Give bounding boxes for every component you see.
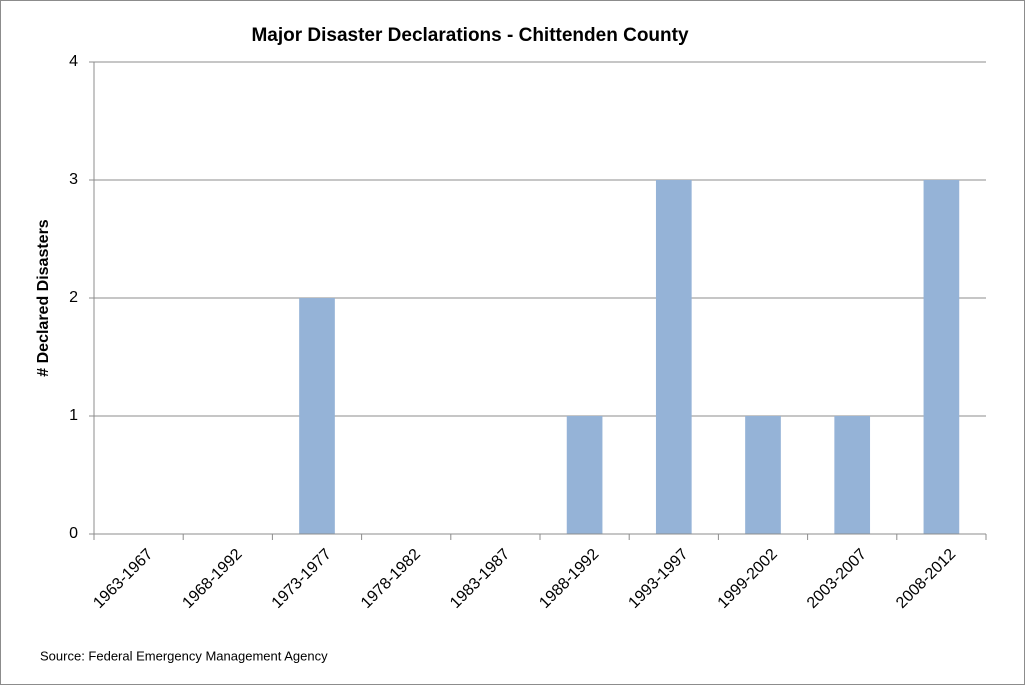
chart-title: Major Disaster Declarations - Chittenden… <box>251 25 689 46</box>
y-tick-label: 2 <box>69 289 78 306</box>
y-tick-label: 0 <box>69 525 78 542</box>
y-tick-label: 3 <box>69 171 78 188</box>
bar <box>923 180 960 534</box>
bar <box>655 180 692 534</box>
bar <box>566 416 603 534</box>
bar <box>834 416 871 534</box>
y-axis-label: # Declared Disasters <box>35 219 52 377</box>
y-tick-label: 4 <box>69 53 78 70</box>
source-note: Source: Federal Emergency Management Age… <box>40 648 328 663</box>
bar <box>299 298 335 534</box>
bar <box>745 416 781 534</box>
y-tick-label: 1 <box>69 407 78 424</box>
